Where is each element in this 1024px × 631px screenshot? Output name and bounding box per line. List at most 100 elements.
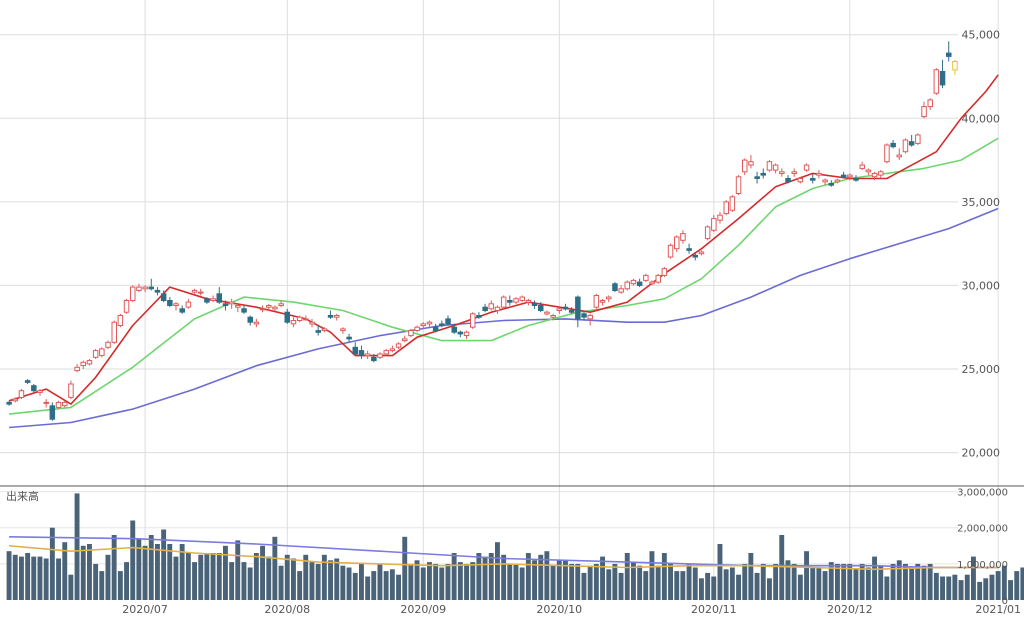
candle-body <box>204 298 210 303</box>
candle-body <box>228 301 235 305</box>
volume-bar <box>878 565 884 600</box>
candle-body <box>667 244 674 258</box>
volume-bar <box>173 556 179 600</box>
candle-body <box>105 341 111 348</box>
volume-bar <box>927 563 933 600</box>
volume-bar <box>408 563 414 600</box>
candle-body <box>630 279 637 285</box>
candle-body <box>661 268 668 276</box>
candle-body <box>742 159 748 173</box>
candle-body <box>6 401 12 405</box>
sma-long-line <box>9 207 999 429</box>
candle-body <box>871 172 878 178</box>
volume-bar <box>192 562 197 600</box>
volume-avg-long-line <box>9 536 999 569</box>
candle-body <box>674 236 680 250</box>
volume-bar <box>853 569 859 600</box>
candle-body <box>649 281 655 285</box>
candle-body <box>550 315 556 318</box>
candle-body <box>785 178 791 183</box>
candle-body <box>315 330 321 333</box>
candle-body <box>599 300 606 303</box>
candle-body <box>636 281 643 286</box>
volume-bar <box>742 563 748 600</box>
volume-bar <box>550 565 556 600</box>
volume-bar <box>130 520 136 600</box>
volume-tick-label: 1,000,000 <box>957 560 1008 571</box>
candle-body <box>334 315 340 318</box>
candle-body <box>395 343 402 348</box>
candle-body <box>123 300 130 313</box>
date-tick-label: 2020/10 <box>536 603 582 616</box>
volume-bar <box>476 553 482 600</box>
candle-body <box>723 201 729 215</box>
volume-bar <box>87 544 92 600</box>
candle-body <box>303 318 309 321</box>
price-tick-label: 40,000 <box>962 112 1001 125</box>
volume-bar <box>56 558 61 600</box>
volume-bar <box>451 553 457 600</box>
volume-bar <box>185 553 191 600</box>
candle-body <box>99 348 105 357</box>
volume-bar <box>519 567 525 600</box>
candle-body <box>80 361 86 367</box>
volume-bars <box>6 493 1024 600</box>
candle-body <box>247 316 253 323</box>
candle-body <box>803 164 810 171</box>
volume-bar <box>204 553 210 600</box>
candle-body <box>12 398 18 402</box>
volume-bar <box>711 576 717 600</box>
volume-bar <box>1001 565 1007 600</box>
volume-bar <box>989 574 995 600</box>
candle-body <box>915 134 921 144</box>
candle-body <box>309 321 315 325</box>
candle-body <box>420 323 426 327</box>
candle-body <box>865 169 872 173</box>
volume-bar <box>649 551 655 600</box>
candle-body <box>952 61 958 71</box>
volume-bar <box>297 571 303 600</box>
candle-body <box>507 300 513 303</box>
candle-body <box>878 171 884 176</box>
volume-bar <box>62 542 68 600</box>
volume-bar <box>167 544 173 600</box>
volume-bar <box>80 545 86 600</box>
volume-bar <box>779 535 785 600</box>
candle-body <box>408 330 414 337</box>
candle-body <box>470 313 476 328</box>
candlesticks <box>6 41 958 421</box>
candle-body <box>779 171 785 175</box>
volume-bar <box>903 563 908 600</box>
candle-body <box>346 336 352 340</box>
candle-body <box>210 298 216 301</box>
volume-bar <box>37 556 43 600</box>
candle-body <box>92 350 99 358</box>
volume-bar <box>117 571 123 600</box>
candle-body <box>451 326 457 333</box>
candle-body <box>49 405 56 420</box>
candle-body <box>18 390 25 398</box>
candle-body <box>692 254 698 258</box>
candle-body <box>142 286 148 290</box>
candle-body <box>538 305 544 311</box>
candle-body <box>698 251 705 255</box>
volume-bar <box>93 563 99 600</box>
candle-body <box>544 311 550 315</box>
candle-body <box>383 350 389 355</box>
candle-body <box>797 178 804 183</box>
volume-bar <box>198 554 204 600</box>
volume-bar <box>470 562 476 600</box>
candle-body <box>402 338 408 342</box>
candle-body <box>791 171 797 175</box>
volume-bar <box>439 567 445 600</box>
candle-body <box>772 164 779 171</box>
candle-body <box>62 401 68 407</box>
candle-body <box>890 142 896 148</box>
candle-body <box>754 176 760 180</box>
volume-bar <box>952 574 958 600</box>
candle-body <box>624 281 630 290</box>
candle-body <box>198 291 204 294</box>
candle-body <box>513 298 519 303</box>
volume-bar <box>396 574 401 600</box>
